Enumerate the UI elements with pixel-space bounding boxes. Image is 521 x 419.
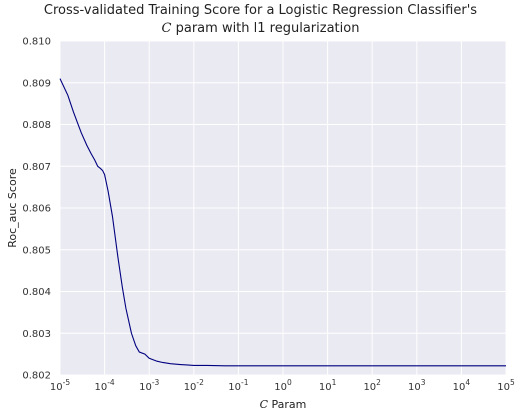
y-tick-label: 0.802 xyxy=(22,371,51,382)
x-tick-label: 10-1 xyxy=(228,378,248,393)
grid-lines xyxy=(59,40,507,376)
x-tick-exponent: 4 xyxy=(465,378,470,387)
x-tick-base: 10 xyxy=(228,382,241,393)
title-line2-text: param with l1 regularization xyxy=(171,21,360,36)
series-line xyxy=(59,78,506,367)
x-tick-label: 100 xyxy=(274,378,292,393)
x-tick-label: 103 xyxy=(408,378,426,393)
x-tick-exponent: -1 xyxy=(241,378,249,387)
x-tick-exponent: 5 xyxy=(510,378,515,387)
x-tick-base: 10 xyxy=(274,382,287,393)
x-tick-label: 10-2 xyxy=(184,378,204,393)
x-tick-exponent: 1 xyxy=(332,378,337,387)
x-tick-exponent: -5 xyxy=(63,378,71,387)
x-tick-base: 10 xyxy=(453,382,466,393)
x-tick-exponent: 2 xyxy=(376,378,381,387)
y-tick-label: 0.804 xyxy=(22,287,51,298)
x-tick-exponent: 3 xyxy=(421,378,426,387)
x-tick-base: 10 xyxy=(50,382,63,393)
x-tick-base: 10 xyxy=(139,382,152,393)
title-c-symbol: C xyxy=(161,21,172,36)
y-axis-ticks: 0.802 0.803 0.804 0.805 0.806 0.807 0.808 0.809… xyxy=(22,37,51,382)
x-tick-base: 10 xyxy=(94,382,107,393)
x-tick-base: 10 xyxy=(319,382,332,393)
y-tick-label: 0.806 xyxy=(22,204,51,215)
x-tick-exponent: -4 xyxy=(107,378,115,387)
x-tick-exponent: -3 xyxy=(152,378,160,387)
x-tick-label: 10-5 xyxy=(50,378,70,393)
x-tick-label: 102 xyxy=(363,378,381,393)
x-tick-base: 10 xyxy=(184,382,197,393)
x-tick-exponent: 0 xyxy=(287,378,292,387)
y-tick-label: 0.810 xyxy=(22,37,51,48)
y-tick-label: 0.808 xyxy=(22,120,51,131)
chart-title-line1: Cross-validated Training Score for a Log… xyxy=(43,3,478,18)
x-axis-ticks: 10-5 10-4 10-3 10-2 10-1 100 101 102 103 104 105 xyxy=(50,378,515,393)
x-tick-label: 101 xyxy=(319,378,337,393)
x-tick-base: 10 xyxy=(363,382,376,393)
x-tick-exponent: -2 xyxy=(196,378,204,387)
x-axis-label: C Param xyxy=(260,398,307,411)
x-tick-label: 10-3 xyxy=(139,378,159,393)
x-tick-base: 10 xyxy=(497,382,510,393)
y-tick-label: 0.805 xyxy=(22,245,51,256)
y-tick-label: 0.803 xyxy=(22,329,51,340)
x-label-c-symbol: C xyxy=(260,398,269,411)
x-label-text: Param xyxy=(268,398,306,411)
x-tick-label: 105 xyxy=(497,378,515,393)
chart-title-line2: C param with l1 regularization xyxy=(0,21,521,36)
x-tick-label: 104 xyxy=(453,378,471,393)
y-tick-label: 0.809 xyxy=(22,78,51,89)
x-tick-label: 10-4 xyxy=(94,378,114,393)
y-tick-label: 0.807 xyxy=(22,162,51,173)
x-tick-base: 10 xyxy=(408,382,421,393)
y-axis-label: Roc_auc Score xyxy=(6,168,19,248)
